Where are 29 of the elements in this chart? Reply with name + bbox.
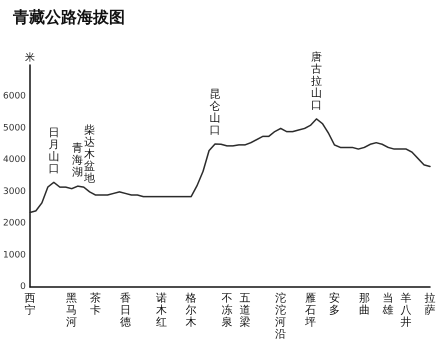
x-tick-label: 西宁: [24, 292, 36, 316]
chart-title: 青藏公路海拔图: [12, 8, 125, 26]
x-tick-label: 格尔木: [184, 292, 197, 328]
x-tick-label: 茶卡: [90, 292, 102, 316]
y-tick-label: 4000: [3, 155, 26, 166]
annotation: 唐古拉山口: [311, 50, 322, 112]
y-axis-title: 米: [24, 52, 35, 64]
x-tick-label: 羊八井: [400, 292, 412, 328]
x-tick-label: 沱沱河沿: [275, 292, 286, 340]
annotation: 青海湖: [72, 142, 84, 179]
y-tick-label: 5000: [3, 123, 26, 134]
annotation: 柴达木盆地: [83, 123, 96, 184]
annotation: 昆仑山口: [210, 87, 221, 136]
x-tick-label: 安多: [328, 292, 340, 316]
x-tick-label: 当雄: [382, 292, 394, 316]
x-tick-label: 诺木红: [156, 292, 167, 328]
annotation: 日月山口: [48, 126, 60, 175]
x-tick-label: 拉萨: [424, 292, 436, 316]
x-tick-label: 黑马河: [66, 292, 78, 328]
y-tick-label: 3000: [3, 186, 26, 197]
x-tick-label: 不冻泉: [221, 292, 232, 328]
x-tick-label: 五道梁: [239, 292, 250, 328]
x-tick-label: 香日德: [120, 292, 131, 328]
y-tick-label: 0: [20, 282, 26, 292]
x-tick-label: 雁石坪: [304, 292, 316, 328]
y-tick-label: 1000: [3, 250, 26, 260]
y-tick-label: 2000: [3, 218, 26, 229]
y-tick-label: 6000: [3, 92, 26, 102]
x-tick-label: 那曲: [358, 292, 370, 316]
